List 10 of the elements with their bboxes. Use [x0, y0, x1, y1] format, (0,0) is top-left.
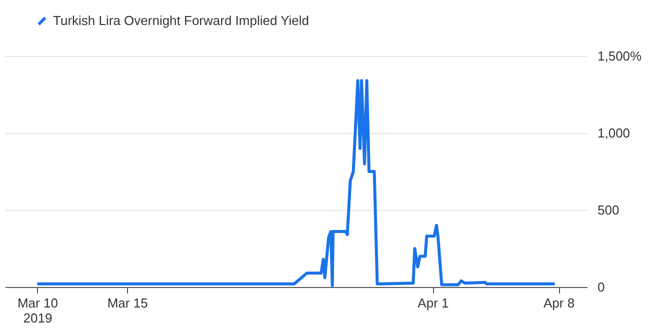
x-tick-label: Mar 10 2019 [17, 296, 58, 326]
y-tick-label: 1,000 [598, 126, 630, 140]
y-tick-label: 500 [598, 202, 620, 218]
legend-label: Turkish Lira Overnight Forward Implied Yield [53, 13, 310, 28]
x-tick-label: Apr 8 [544, 296, 575, 310]
x-tick-label: Mar 15 [107, 296, 148, 310]
line-series [36, 79, 556, 287]
y-tick-label: 0 [598, 280, 605, 294]
y-tick-label: 1,500% [598, 48, 642, 64]
x-tick-label: Apr 1 [418, 296, 449, 310]
